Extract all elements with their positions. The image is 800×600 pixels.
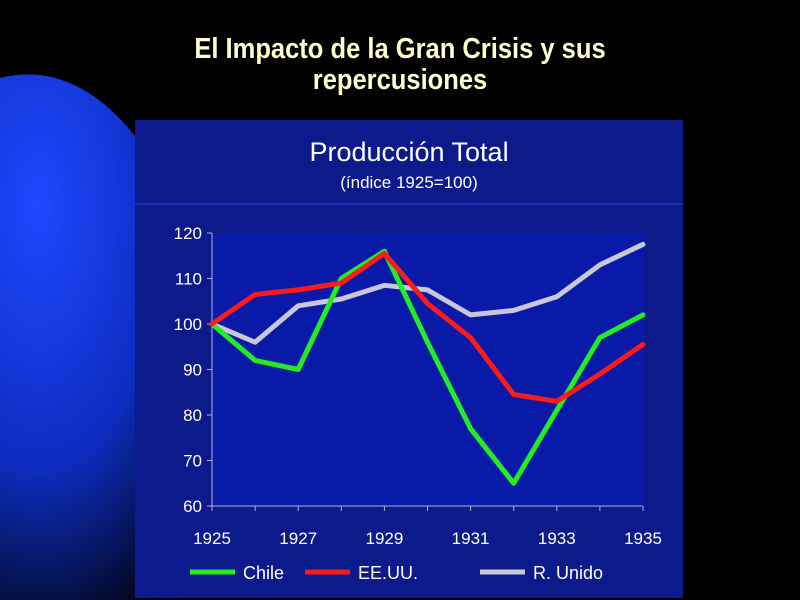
- x-tick-label: 1933: [538, 529, 576, 548]
- y-tick-label: 70: [183, 452, 202, 471]
- y-tick-label: 120: [174, 224, 202, 243]
- plot-area: [212, 233, 643, 506]
- y-tick-label: 90: [183, 361, 202, 380]
- series-line-ee-uu: [209, 250, 646, 404]
- chart-title: Producción Total: [309, 137, 508, 167]
- y-tick-label: 100: [174, 315, 202, 334]
- slide-title-line-2: repercusiones: [312, 64, 488, 96]
- line-chart: Producción Total (índice 1925=100) 60 70 8…: [135, 137, 683, 583]
- x-tick-label: 1929: [365, 529, 403, 548]
- legend-label-ee-uu: EE.UU.: [358, 563, 418, 583]
- y-tick-label: 60: [183, 497, 202, 516]
- y-tick-label: 80: [183, 406, 202, 425]
- chart-subtitle: (índice 1925=100): [340, 173, 478, 192]
- x-tick-label: 1925: [193, 529, 231, 548]
- series-line-chile: [209, 248, 646, 486]
- slide-title-line-1: El Impacto de la Gran Crisis y sus: [194, 33, 606, 65]
- chart-panel: Producción Total (índice 1925=100) 60 70 8…: [135, 120, 683, 598]
- series-line-r-unido: [209, 241, 646, 345]
- y-tick-label: 110: [175, 270, 202, 289]
- x-tick-label: 1927: [279, 529, 317, 548]
- x-tick-label: 1931: [452, 529, 490, 548]
- slide-title: El Impacto de la Gran Crisis y sus reper…: [48, 34, 752, 96]
- legend-label-r-unido: R. Unido: [533, 563, 603, 583]
- legend-label-chile: Chile: [243, 563, 284, 583]
- x-tick-label: 1935: [624, 529, 662, 548]
